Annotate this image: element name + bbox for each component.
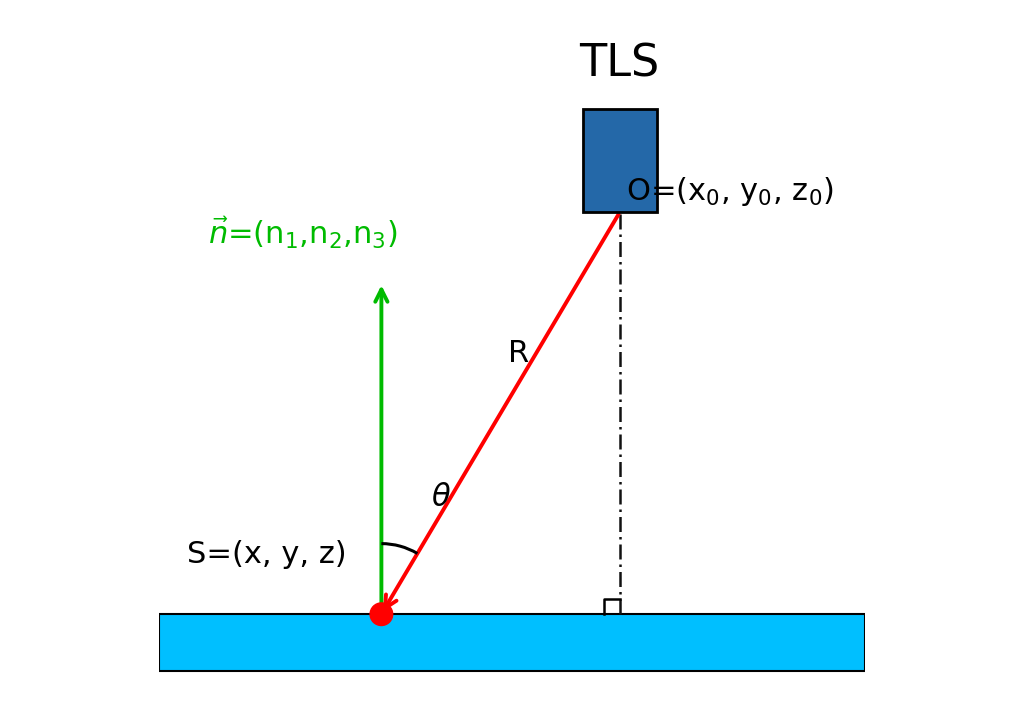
Text: S=(x, y, z): S=(x, y, z) <box>187 539 347 569</box>
Text: R: R <box>509 338 529 368</box>
Text: TLS: TLS <box>580 42 659 85</box>
Text: O=(x$_0$, y$_0$, z$_0$): O=(x$_0$, y$_0$, z$_0$) <box>626 175 834 208</box>
Text: $\vec{n}$=(n$_1$,n$_2$,n$_3$): $\vec{n}$=(n$_1$,n$_2$,n$_3$) <box>209 215 398 251</box>
Circle shape <box>370 603 392 626</box>
Bar <box>159 614 865 671</box>
Bar <box>583 109 656 212</box>
Text: $\theta$: $\theta$ <box>431 483 451 513</box>
